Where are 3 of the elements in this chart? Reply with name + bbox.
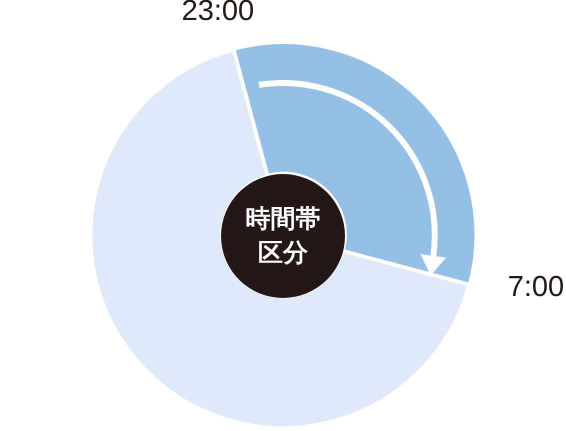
text: 23:00 [182, 0, 254, 28]
text: 時間帯区分 [244, 203, 322, 269]
text: 7:00 [508, 271, 564, 304]
